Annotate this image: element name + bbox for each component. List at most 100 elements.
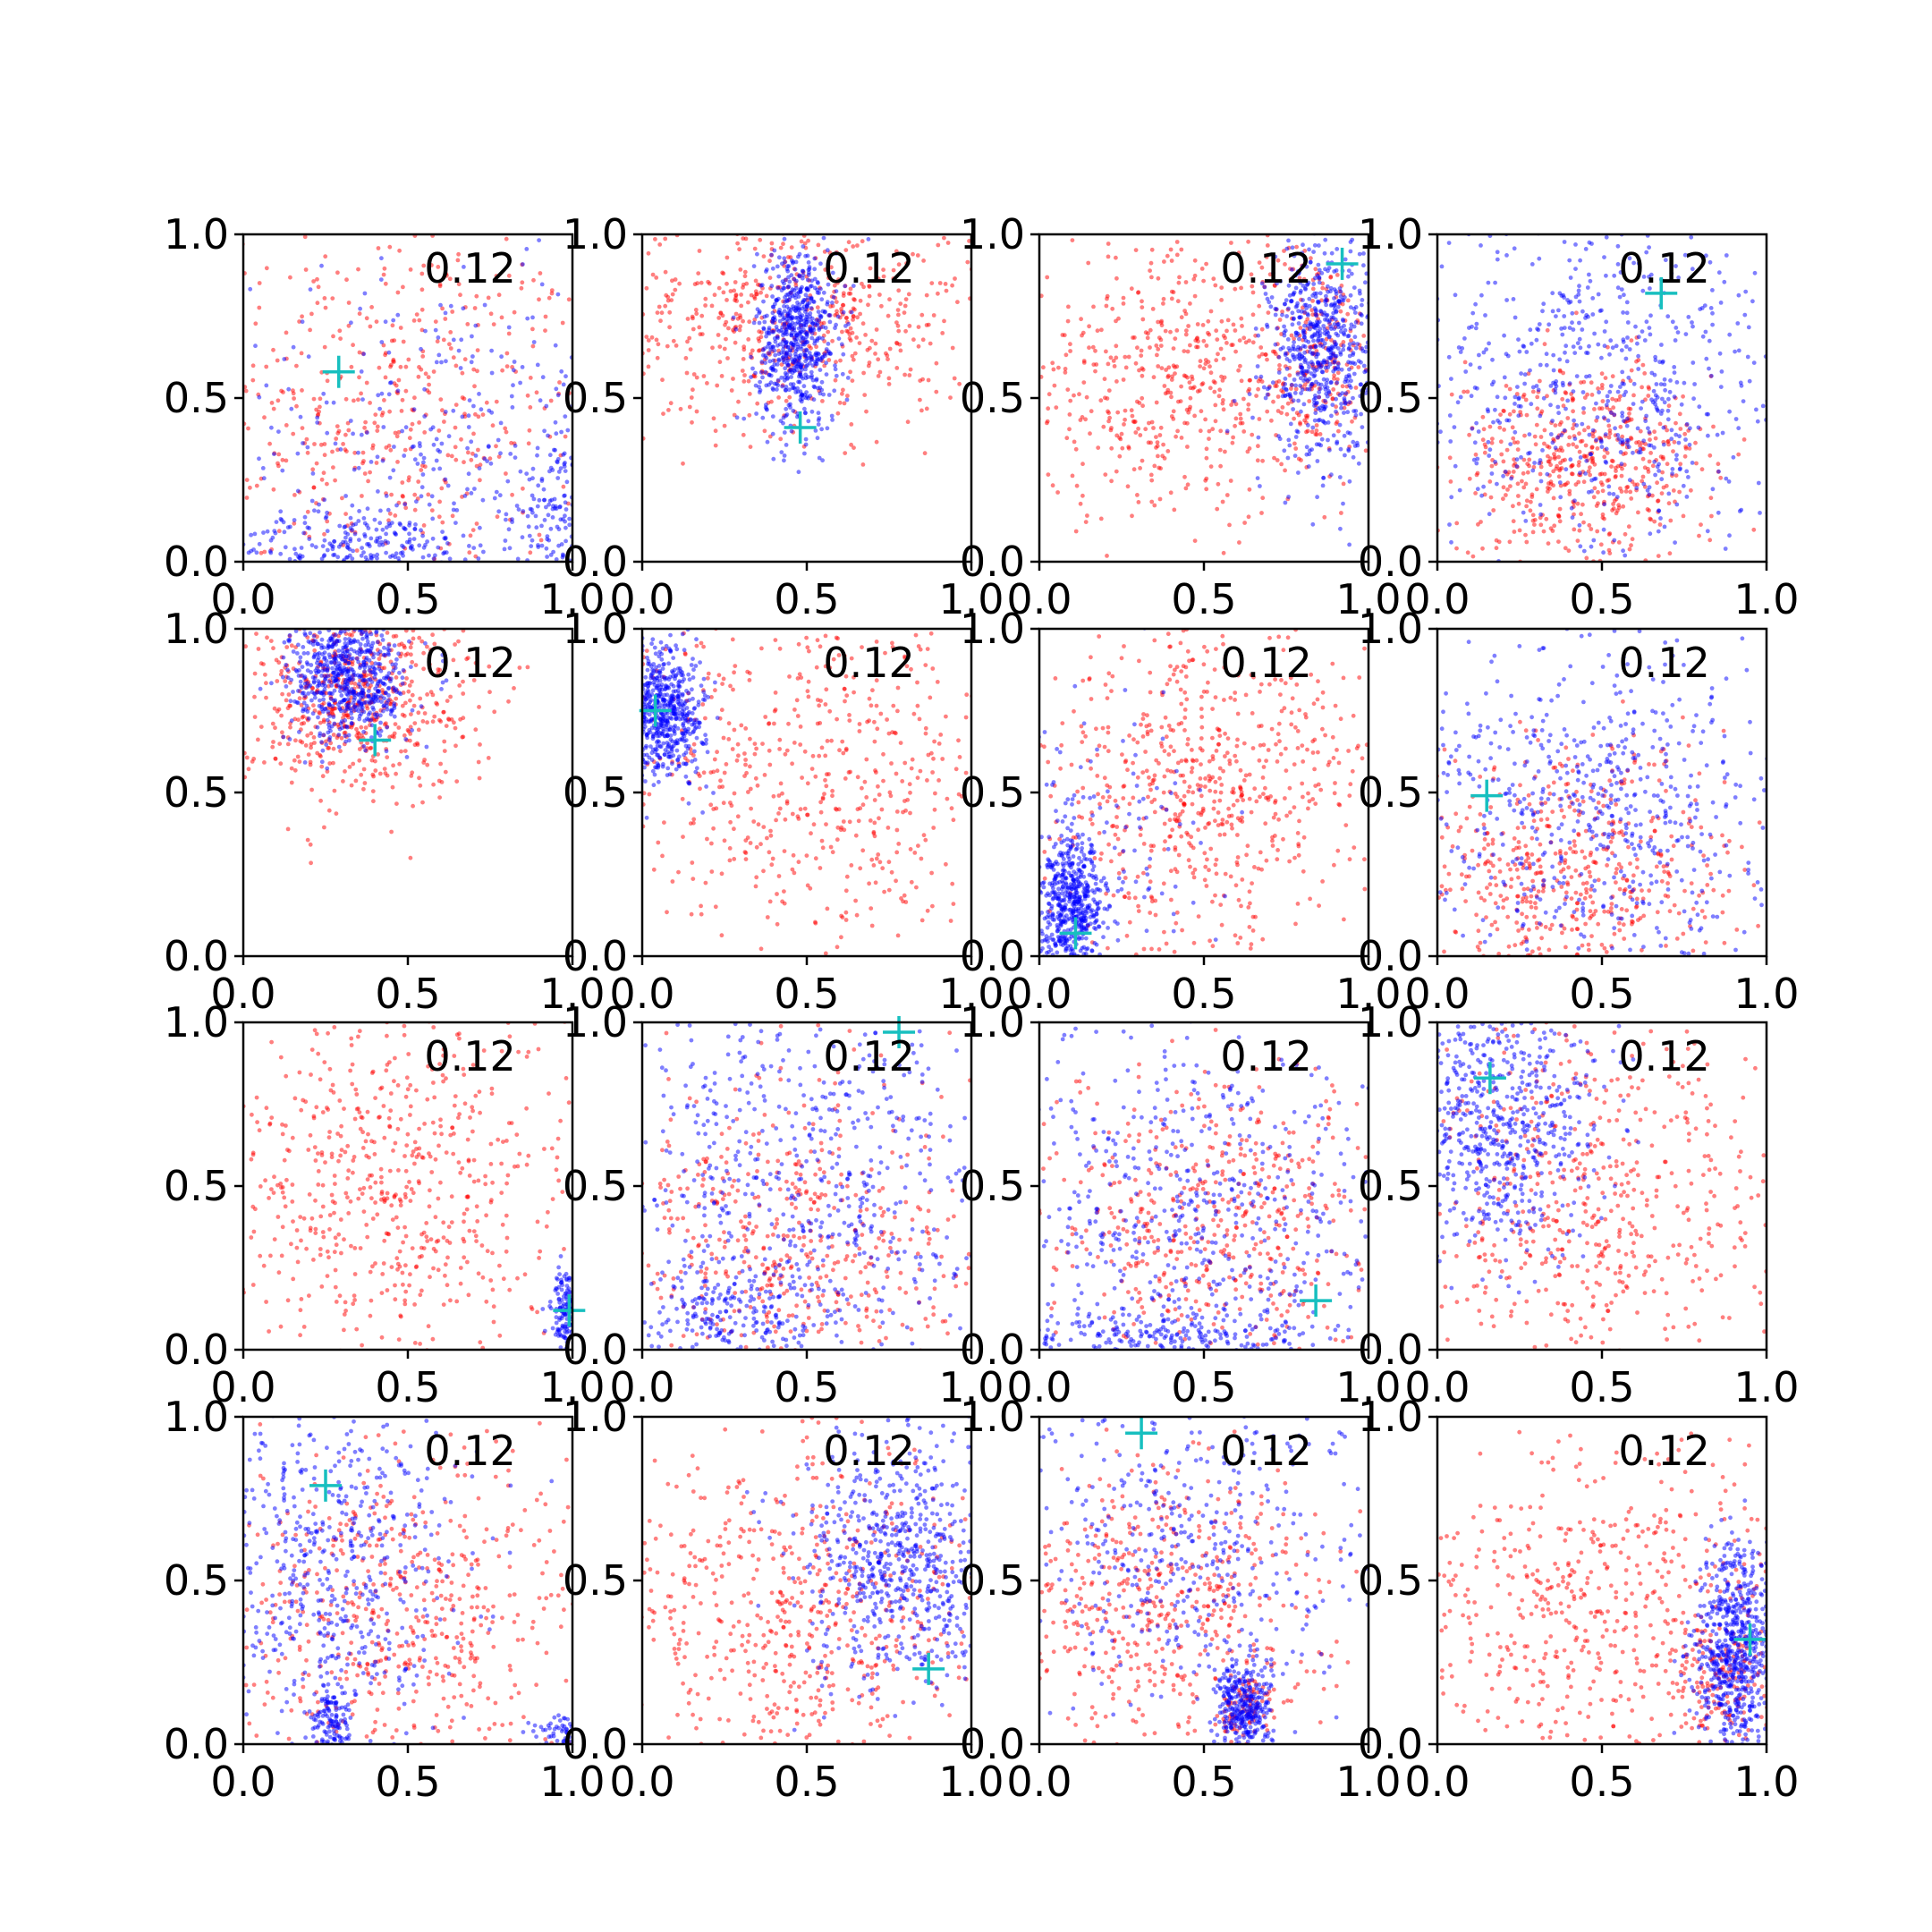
red-point	[753, 289, 758, 294]
blue-point	[1672, 370, 1677, 375]
red-point	[1505, 487, 1510, 492]
y-tick-label: 0.0	[164, 538, 229, 586]
red-point	[1502, 428, 1506, 432]
red-point	[716, 333, 721, 337]
blue-point	[1688, 426, 1692, 431]
red-point	[1606, 478, 1612, 482]
blue-point	[496, 437, 501, 443]
red-point	[1089, 409, 1094, 414]
red-point	[364, 380, 369, 386]
red-point	[1512, 530, 1517, 534]
blue-point	[505, 479, 511, 484]
red-point	[1271, 349, 1275, 354]
red-point	[412, 395, 417, 401]
blue-point	[1673, 540, 1677, 545]
blue-point	[831, 294, 836, 300]
red-point	[393, 722, 398, 726]
red-point	[1249, 272, 1254, 277]
blue-point	[826, 342, 831, 346]
blue-point	[272, 452, 276, 456]
blue-point	[1631, 381, 1637, 386]
red-point	[360, 494, 364, 498]
blue-point	[1273, 254, 1278, 259]
blue-point	[498, 420, 504, 426]
blue-point	[795, 300, 800, 305]
blue-point	[1320, 369, 1326, 375]
red-point	[712, 292, 717, 298]
red-point	[668, 401, 674, 406]
red-point	[1283, 262, 1287, 267]
blue-point	[1313, 294, 1318, 300]
blue-point	[1742, 312, 1748, 318]
blue-point	[1594, 401, 1598, 406]
blue-point	[1278, 347, 1284, 352]
blue-point	[1669, 271, 1674, 275]
blue-point	[1311, 282, 1317, 286]
red-point	[1157, 465, 1162, 470]
red-point	[295, 754, 301, 759]
blue-point	[1504, 253, 1509, 258]
red-point	[1681, 513, 1686, 519]
red-point	[315, 276, 319, 282]
red-point	[1512, 457, 1516, 462]
red-point	[1645, 507, 1650, 512]
red-point	[1138, 466, 1142, 470]
red-point	[863, 333, 868, 337]
red-point	[1565, 416, 1571, 420]
blue-point	[812, 285, 818, 291]
red-point	[848, 286, 853, 292]
blue-point	[443, 310, 448, 316]
blue-point	[1529, 402, 1534, 407]
red-point	[1151, 375, 1157, 380]
blue-point	[1563, 406, 1568, 411]
red-point	[1522, 433, 1527, 438]
red-point	[776, 395, 781, 400]
blue-point	[782, 236, 787, 242]
red-point	[713, 443, 718, 448]
red-point	[484, 400, 489, 405]
blue-point	[733, 326, 739, 332]
blue-point	[508, 452, 513, 456]
red-point	[475, 348, 480, 352]
blue-point	[1572, 418, 1576, 423]
blue-point	[1281, 386, 1286, 390]
red-point	[1219, 318, 1224, 324]
blue-point	[325, 529, 330, 534]
blue-point	[419, 494, 424, 499]
red-point	[460, 395, 465, 400]
red-point	[834, 360, 838, 365]
red-point	[1697, 533, 1701, 538]
red-point	[861, 284, 866, 290]
red-point	[1580, 502, 1585, 507]
red-point	[1250, 432, 1255, 437]
x-tick-label: 1.0	[1733, 575, 1799, 623]
blue-point	[302, 521, 308, 526]
red-point	[719, 374, 724, 378]
red-point	[1254, 394, 1258, 398]
blue-point	[1302, 302, 1308, 308]
red-point	[1239, 378, 1244, 384]
blue-point	[1618, 270, 1623, 275]
red-point	[1114, 275, 1119, 281]
blue-point	[564, 374, 568, 379]
red-point	[310, 686, 315, 691]
red-point	[879, 303, 884, 309]
red-point	[345, 420, 351, 426]
blue-point	[1291, 352, 1295, 358]
red-point	[506, 699, 511, 704]
red-point	[1241, 396, 1246, 402]
blue-point	[1589, 478, 1594, 483]
red-point	[1078, 418, 1083, 422]
red-point	[437, 499, 442, 504]
blue-point	[1316, 334, 1321, 339]
blue-point	[535, 453, 539, 458]
blue-point	[548, 465, 554, 470]
blue-point	[1558, 495, 1563, 500]
red-point	[273, 725, 277, 731]
blue-point	[1286, 495, 1291, 499]
blue-point	[1536, 387, 1541, 393]
red-point	[697, 325, 702, 330]
blue-point	[1291, 317, 1296, 322]
blue-point	[782, 377, 787, 383]
blue-point	[1577, 299, 1582, 304]
